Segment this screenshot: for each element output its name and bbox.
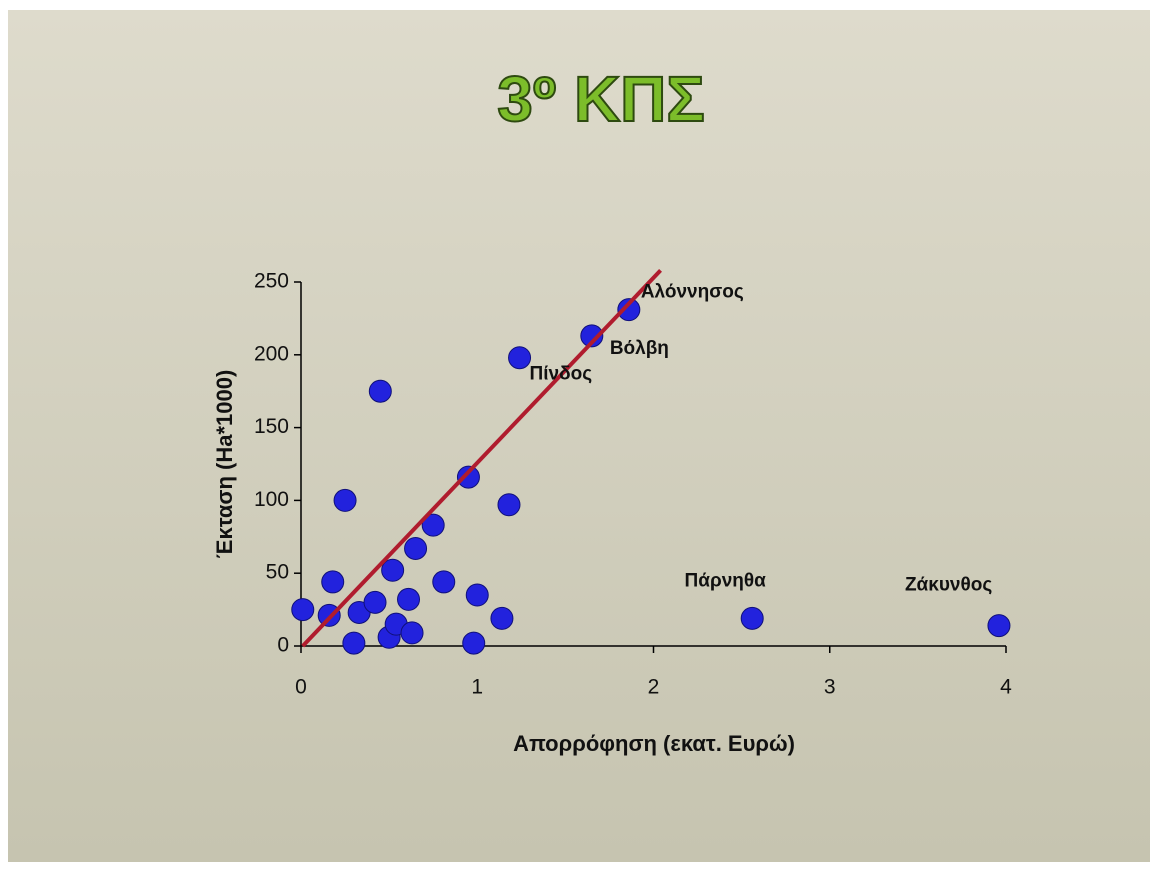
point	[740, 606, 764, 630]
point-label: Πίνδος	[530, 364, 593, 385]
x-tick-label: 2	[648, 676, 660, 699]
point	[497, 493, 521, 517]
point	[342, 631, 366, 655]
point	[987, 614, 1011, 638]
x-tick-label: 1	[471, 676, 483, 699]
point-label: Αλόννησος	[641, 282, 744, 303]
slide-background	[8, 10, 1150, 862]
y-axis-title: Έκταση (Ha*1000)	[212, 370, 237, 559]
y-tick-label: 250	[254, 270, 289, 293]
chart-title: 3º ΚΠΣ	[497, 63, 705, 135]
point-label: Ζάκυνθος	[905, 575, 992, 596]
y-tick-label: 200	[254, 342, 289, 365]
point	[333, 488, 357, 512]
x-tick-label: 4	[1000, 676, 1012, 699]
point	[291, 598, 315, 622]
point	[397, 587, 421, 611]
y-tick-label: 0	[277, 634, 289, 657]
point	[465, 583, 489, 607]
point	[381, 558, 405, 582]
point	[363, 590, 387, 614]
point	[456, 465, 480, 489]
point	[462, 631, 486, 655]
y-tick-label: 150	[254, 415, 289, 438]
point-label: Πάρνηθα	[685, 570, 767, 591]
x-axis-title: Απορρόφηση (εκατ. Ευρώ)	[513, 731, 795, 756]
point	[432, 570, 456, 594]
y-tick-label: 100	[254, 488, 289, 511]
point	[617, 298, 641, 322]
point	[421, 513, 445, 537]
point	[490, 606, 514, 630]
point	[580, 324, 604, 348]
x-tick-label: 3	[824, 676, 836, 699]
point-label: Βόλβη	[610, 338, 669, 359]
trend-line	[301, 268, 662, 648]
y-tick-label: 50	[266, 561, 289, 584]
point	[368, 379, 392, 403]
point	[404, 536, 428, 560]
point	[400, 621, 424, 645]
point	[321, 570, 345, 594]
point	[508, 346, 532, 370]
x-tick-label: 0	[295, 676, 307, 699]
